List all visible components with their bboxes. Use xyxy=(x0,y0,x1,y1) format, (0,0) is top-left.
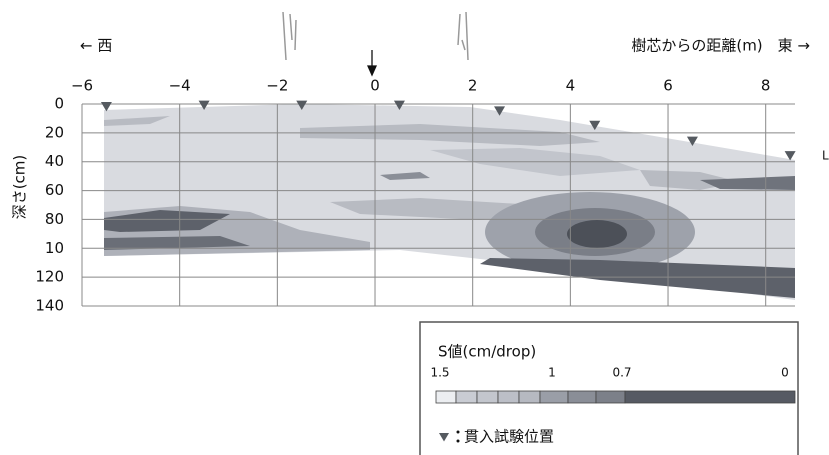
colorbar-cell xyxy=(624,390,796,404)
x-tick-label: 4 xyxy=(566,77,576,95)
y-tick-label: 120 xyxy=(35,268,64,286)
test-position-marker xyxy=(784,151,796,161)
legend-box xyxy=(419,321,799,455)
x-tick-label: 8 xyxy=(761,77,771,95)
colorbar-cell xyxy=(497,390,520,404)
y-tick-label: 10 xyxy=(45,239,64,257)
colorbar-cell xyxy=(455,390,478,404)
x-tick-label: 6 xyxy=(663,77,673,95)
annotation: ← 西 xyxy=(80,37,112,55)
colorbar-cell xyxy=(539,390,569,404)
y-tick-label: 80 xyxy=(45,210,64,228)
y-tick-label: 40 xyxy=(45,152,64,170)
test-position-marker xyxy=(494,106,506,116)
annotation: L xyxy=(822,149,829,163)
y-tick-label: 140 xyxy=(35,297,64,315)
colorbar-cell xyxy=(595,390,626,404)
test-position-marker xyxy=(589,120,601,131)
colorbar-cell xyxy=(435,390,457,404)
legend-title: S値(cm/drop) xyxy=(438,343,536,361)
test-position-marker xyxy=(100,102,112,112)
y-axis-label: 深さ(cm) xyxy=(11,155,29,220)
core-arrow xyxy=(366,50,378,77)
test-position-marker xyxy=(296,100,308,110)
colorbar-tick-label: 1.5 xyxy=(430,366,449,380)
x-tick-label: −6 xyxy=(71,77,93,95)
test-position-marker xyxy=(439,433,449,442)
contour-regions xyxy=(104,104,795,300)
colorbar-cell xyxy=(518,390,541,404)
colorbar-tick-label: 0 xyxy=(781,366,789,380)
y-tick-label: 20 xyxy=(45,123,64,141)
annotation: 樹芯からの距離(m) 東 → xyxy=(631,37,810,55)
y-tick-label: 0 xyxy=(54,95,64,113)
colorbar-cell xyxy=(567,390,597,404)
colorbar-tick-label: 1 xyxy=(548,366,556,380)
x-tick-label: 0 xyxy=(370,77,380,95)
test-position-marker xyxy=(686,136,698,147)
test-position-marker xyxy=(198,100,210,110)
test-position-marker xyxy=(393,100,405,110)
y-tick-label: 60 xyxy=(45,181,64,199)
tree-sketch xyxy=(282,11,469,61)
x-tick-label: 2 xyxy=(468,77,478,95)
legend-colon xyxy=(456,430,460,443)
colorbar-cell xyxy=(476,390,499,404)
legend-label: 貫入試験位置 xyxy=(464,428,554,446)
x-tick-label: −2 xyxy=(266,77,288,95)
colorbar-tick-label: 0.7 xyxy=(612,366,631,380)
x-tick-label: −4 xyxy=(169,77,191,95)
